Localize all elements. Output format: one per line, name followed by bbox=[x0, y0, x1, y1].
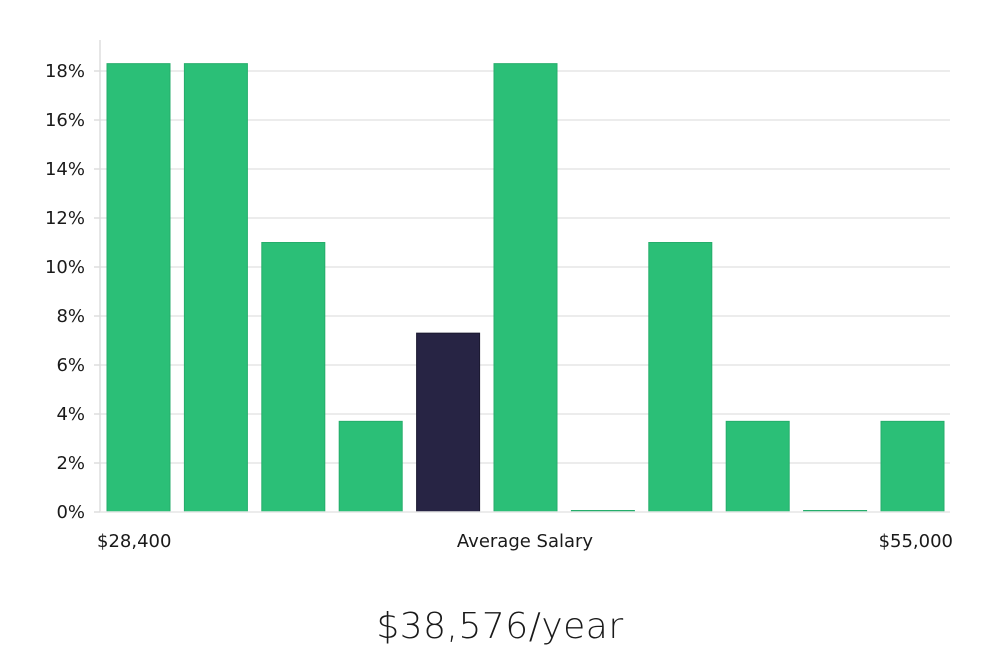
bar[interactable] bbox=[261, 242, 326, 513]
y-tick-label: 16% bbox=[45, 110, 85, 131]
bar[interactable] bbox=[106, 63, 171, 513]
x-max-label: $55,000 bbox=[879, 531, 953, 552]
bar[interactable] bbox=[725, 420, 790, 513]
y-tick-label: 14% bbox=[45, 159, 85, 180]
y-tick-label: 6% bbox=[56, 355, 85, 376]
bar-highlight-average[interactable] bbox=[416, 332, 481, 513]
y-tick-label: 10% bbox=[45, 257, 85, 278]
x-axis-label: Average Salary bbox=[457, 531, 594, 552]
bar[interactable] bbox=[338, 420, 403, 513]
y-tick-label: 12% bbox=[45, 208, 85, 229]
x-min-label: $28,400 bbox=[97, 531, 171, 552]
bar[interactable] bbox=[648, 242, 713, 513]
bar[interactable] bbox=[880, 420, 945, 513]
y-tick-label: 0% bbox=[56, 502, 85, 523]
y-tick-label: 18% bbox=[45, 61, 85, 82]
bar[interactable] bbox=[493, 63, 558, 513]
axes: 0% 2% 4% 6% 8% 10% 12% 14% 16% 18% bbox=[45, 40, 950, 523]
salary-histogram: 0% 2% 4% 6% 8% 10% 12% 14% 16% 18% $28,400 Averag… bbox=[45, 40, 953, 552]
y-tick-label: 2% bbox=[56, 453, 85, 474]
average-salary-value: $38,576/year bbox=[376, 606, 624, 647]
y-tick-label: 4% bbox=[56, 404, 85, 425]
bar[interactable] bbox=[183, 63, 248, 513]
bars bbox=[106, 63, 945, 513]
y-tick-label: 8% bbox=[56, 306, 85, 327]
